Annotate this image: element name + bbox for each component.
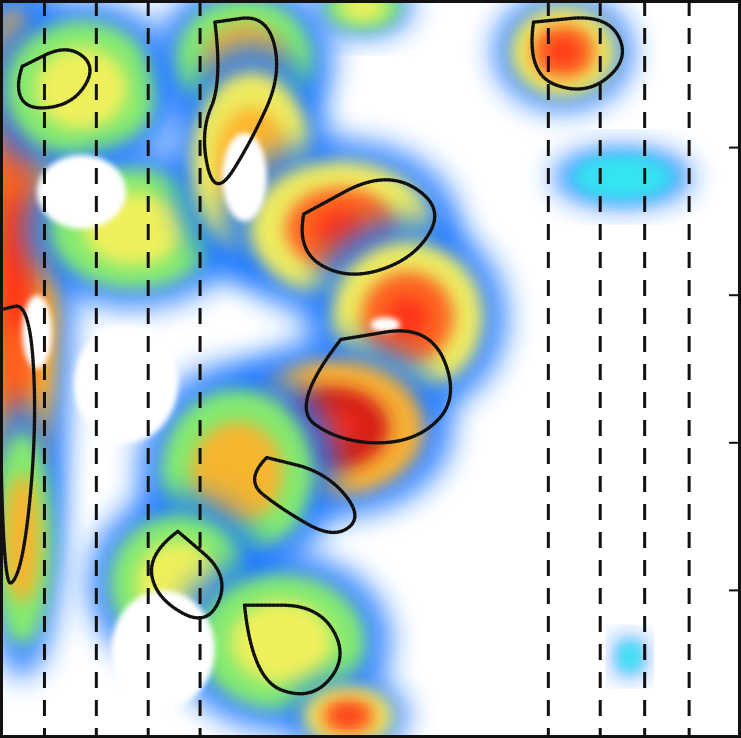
heatmap-field-core-2 xyxy=(3,474,41,603)
heatmap-field-core-17 xyxy=(340,0,387,22)
heatmap-field-hotspot-1 xyxy=(2,195,28,336)
contour-line-8 xyxy=(530,16,625,91)
vertical-dashed-lines-layer xyxy=(42,0,691,738)
heatmap-hole-2 xyxy=(222,132,267,222)
contour-line-6 xyxy=(149,529,224,620)
contour-line-2 xyxy=(202,16,279,186)
heatmap-field-hotspot-14 xyxy=(548,39,578,65)
contour-line-1 xyxy=(16,48,92,110)
heatmap-field-hotspot-13 xyxy=(335,707,361,725)
heatmap-hole-4 xyxy=(22,295,52,369)
heatmap-field-core-10 xyxy=(191,421,284,523)
heatmap-hole-5 xyxy=(370,317,401,333)
heatmap-hole-6 xyxy=(111,590,215,709)
contour-line-9 xyxy=(0,304,37,585)
contour-lines-layer xyxy=(0,16,625,696)
heatmap-hole-3 xyxy=(74,324,178,443)
contour-line-4 xyxy=(304,329,453,445)
contour-line-3 xyxy=(300,178,437,276)
contour-line-5 xyxy=(253,455,357,535)
contour-line-7 xyxy=(242,603,342,696)
heatmap-holes-layer xyxy=(22,132,401,709)
heatmap-field-core-16 xyxy=(622,647,637,666)
heatmap-field-core-15 xyxy=(590,163,655,191)
heatmap-hole-1 xyxy=(37,154,126,229)
heatmap-fields-layer xyxy=(0,0,693,738)
